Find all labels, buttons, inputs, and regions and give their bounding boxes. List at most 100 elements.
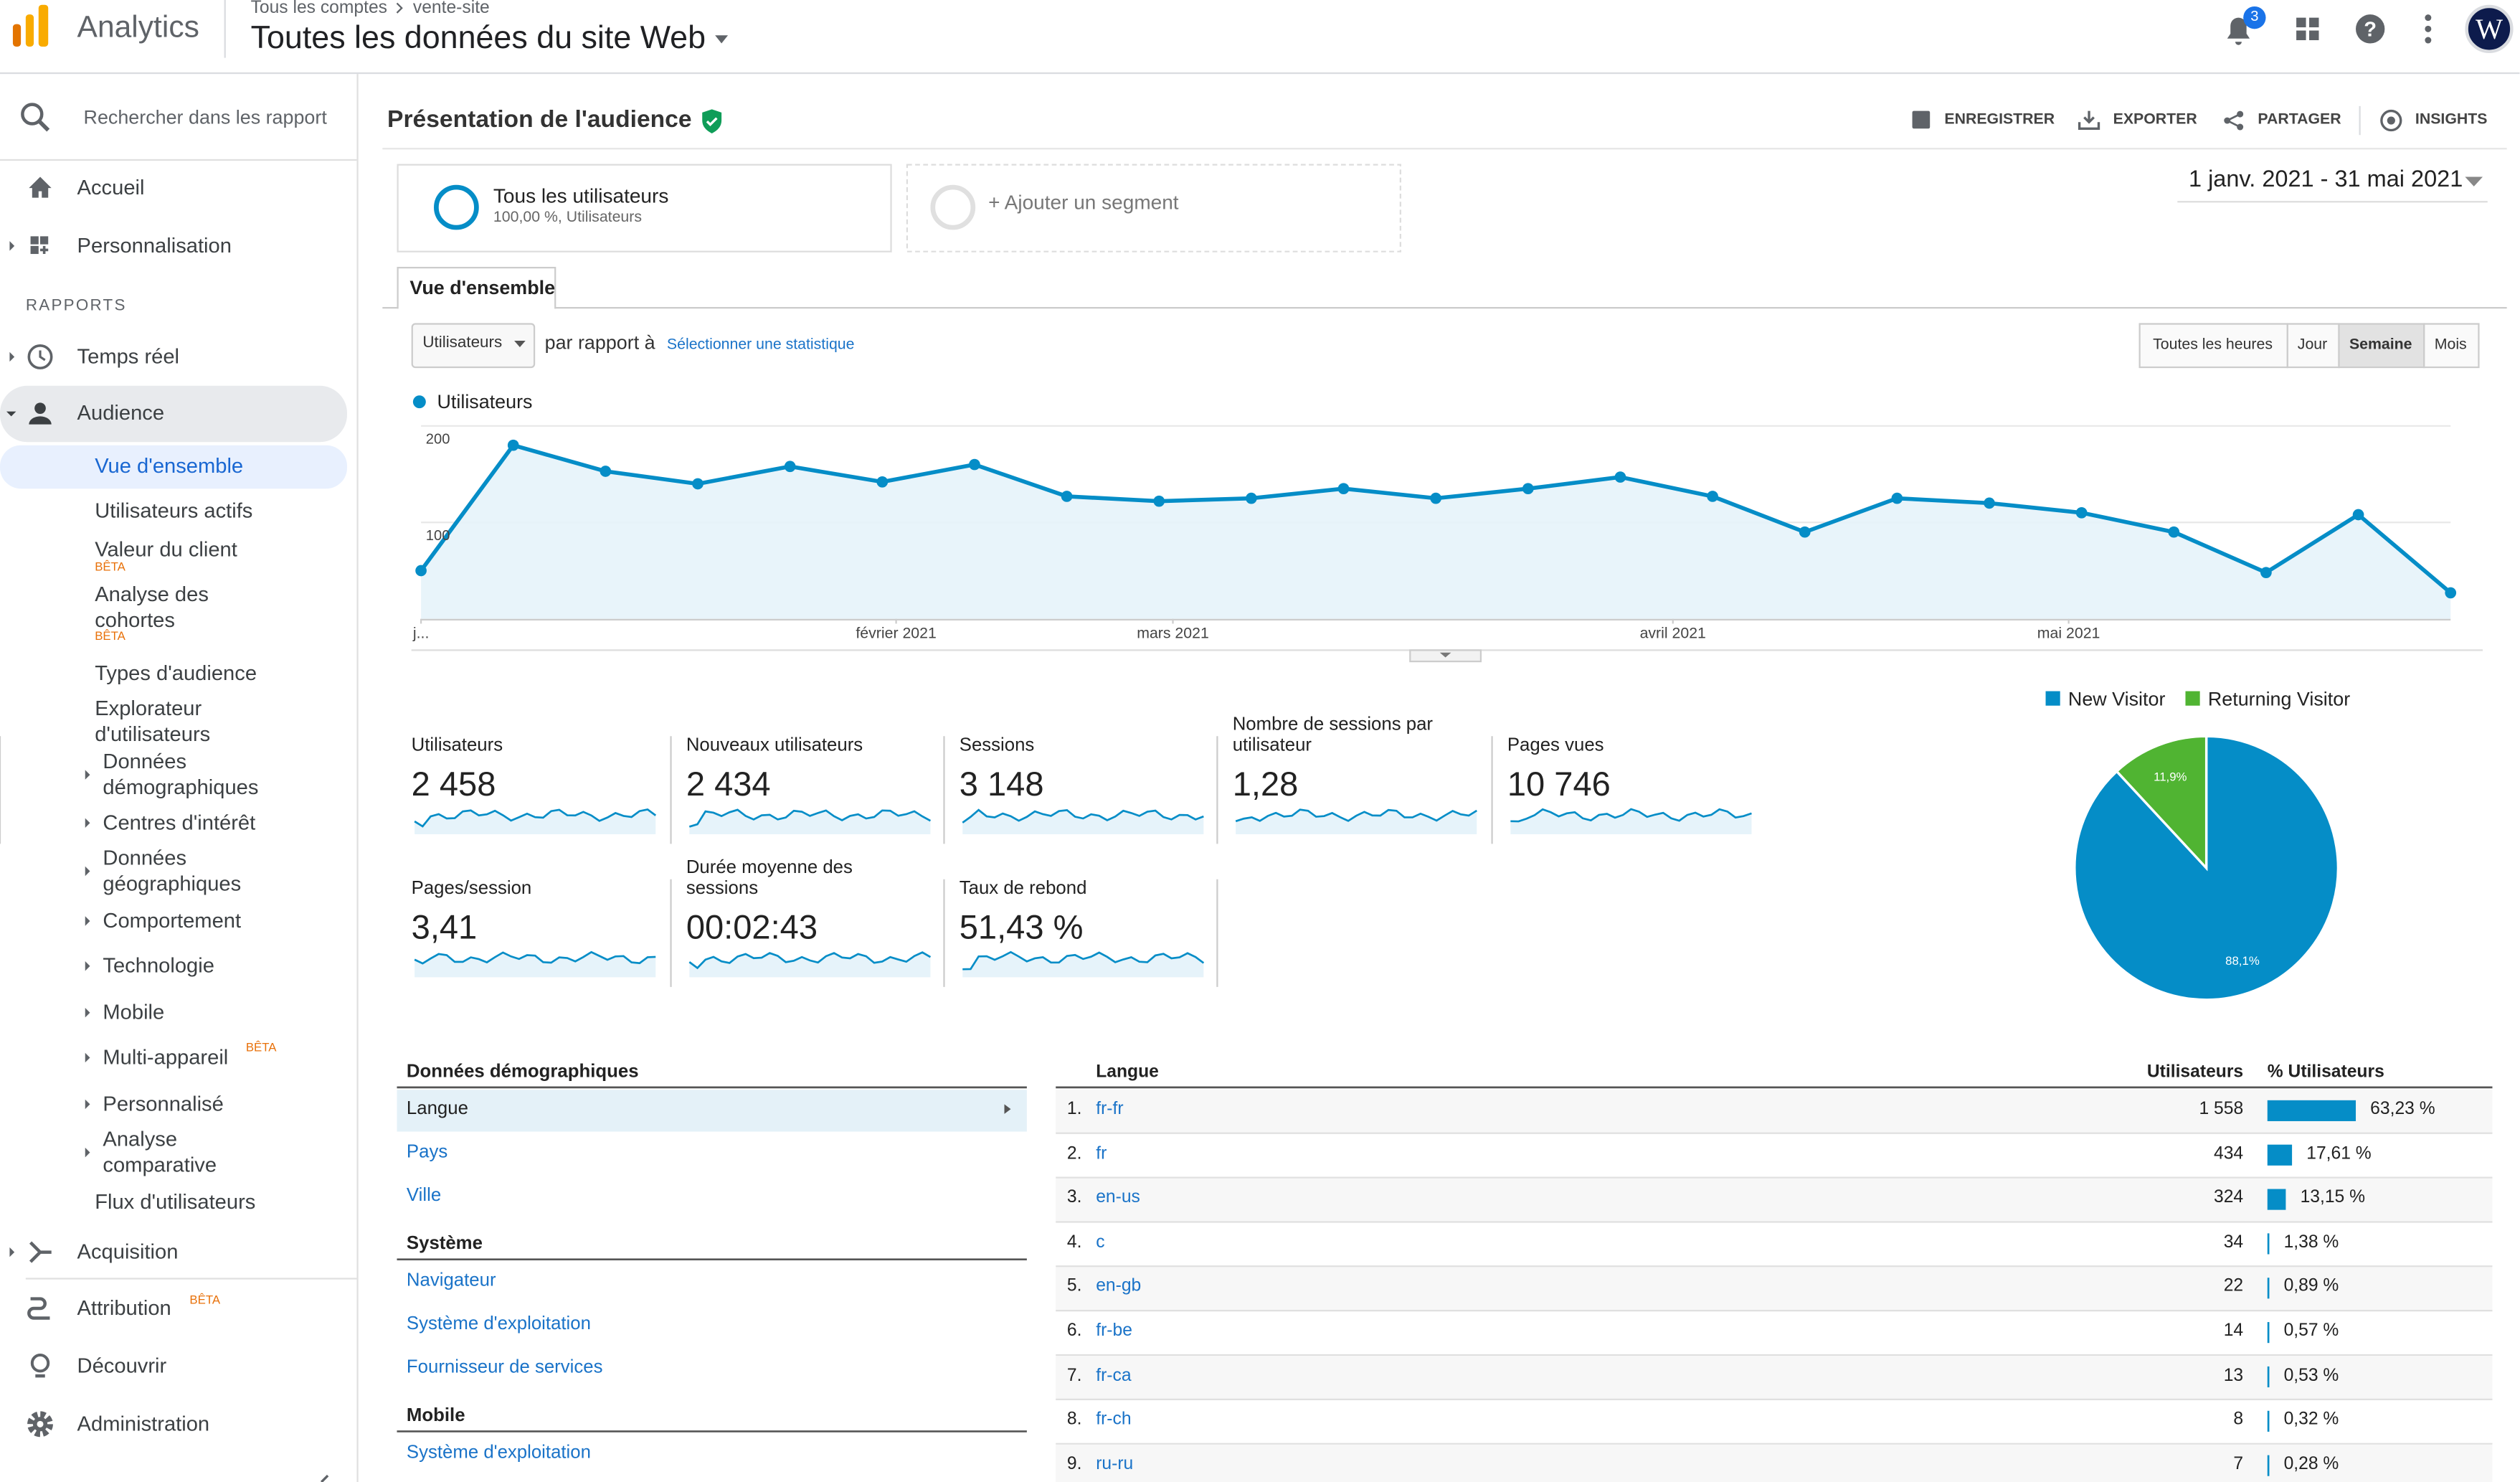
data-point[interactable] [1337,483,1350,495]
data-point[interactable] [969,458,980,471]
legend-label[interactable]: New Visitor [2067,688,2166,711]
segment-card[interactable] [397,164,892,252]
nav-item[interactable]: Analyse des cohortes [95,582,209,632]
data-point[interactable] [1799,526,1811,538]
metric-dropdown[interactable] [411,323,536,369]
nav-item[interactable]: Vue d'ensemble [95,453,244,478]
data-point[interactable] [1153,495,1165,507]
notification-count: 3 [2250,8,2259,24]
add-segment[interactable] [906,164,1401,252]
data-point[interactable] [1614,471,1626,483]
tab[interactable] [397,266,556,309]
add-segment-label[interactable]: + Ajouter un segment [988,191,1179,214]
dimension-link[interactable]: Pays [406,1143,448,1163]
dimension-link[interactable]: Fournisseur de services [406,1358,603,1378]
dimension-link[interactable]: Ville [406,1186,442,1206]
language-link[interactable]: c [1096,1232,1105,1252]
nav-item[interactable]: Accueil [77,175,145,199]
language-link[interactable]: ru-ru [1096,1454,1134,1474]
expand-arrow [6,411,16,417]
apps-icon[interactable] [2296,30,2306,41]
apps-icon[interactable] [2309,17,2319,28]
nav-item[interactable]: Temps réel [77,344,180,369]
data-point[interactable] [2075,506,2088,519]
data-point[interactable] [1707,491,1718,502]
avatar[interactable] [2465,4,2514,53]
more-icon[interactable] [2425,14,2432,22]
bell-icon[interactable] [2227,17,2250,45]
nav-item[interactable]: Audience [77,400,165,425]
help-icon[interactable] [2356,14,2385,44]
language-link[interactable]: fr [1096,1143,1107,1164]
data-point[interactable] [1061,491,1073,502]
breadcrumb[interactable]: vente-site [412,0,490,18]
language-link[interactable]: fr-be [1096,1321,1132,1341]
apps-icon[interactable] [2309,30,2319,41]
language-link[interactable]: fr-ca [1096,1365,1132,1385]
nav-item[interactable]: Explorateur d'utilisateurs [95,696,211,746]
legend-label[interactable]: Returning Visitor [2207,688,2351,711]
nav-item[interactable]: Acquisition [77,1239,179,1264]
nav-item[interactable]: Comportement [103,908,242,933]
tab-label[interactable]: Vue d'ensemble [409,276,556,299]
granularity-button[interactable] [2286,323,2340,369]
breadcrumb[interactable]: Tous les comptes [250,0,387,18]
compare-link[interactable]: Sélectionner une statistique [666,336,855,354]
data-point[interactable] [2352,509,2364,521]
action-button[interactable]: PARTAGER [2258,110,2341,129]
more-icon[interactable] [2425,37,2432,44]
granularity-button[interactable] [2138,323,2288,369]
nav-item[interactable]: Flux d'utilisateurs [95,1189,256,1214]
dimension-link[interactable]: Système d'exploitation [406,1443,591,1463]
language-link[interactable]: en-us [1096,1188,1140,1208]
nav-item[interactable]: Attribution [77,1295,171,1320]
nav-item[interactable]: Types d'audience [95,660,257,685]
language-link[interactable]: fr-fr [1096,1099,1124,1119]
nav-item[interactable]: Analyse comparative [103,1126,217,1177]
nav-item[interactable]: Personnalisé [103,1091,224,1116]
nav-item[interactable]: Administration [77,1411,210,1436]
data-point[interactable] [1891,492,1903,504]
nav-item[interactable]: Centres d'intérêt [103,810,256,834]
data-point[interactable] [1984,497,1995,509]
data-point[interactable] [1246,492,1257,504]
nav-item[interactable]: Multi-appareil [103,1044,229,1070]
property-selector[interactable]: Toutes les données du site Web [250,21,706,57]
nav-item[interactable]: Technologie [103,953,214,978]
nav-item[interactable]: Valeur du client [95,537,237,562]
nav-item[interactable]: Utilisateurs actifs [95,498,253,523]
data-point[interactable] [2168,526,2180,538]
data-point[interactable] [2260,567,2272,579]
data-point[interactable] [2445,587,2457,599]
nav-item[interactable]: Personnalisation [77,232,232,258]
data-point[interactable] [784,461,796,473]
granularity-button[interactable] [2338,323,2425,369]
dimension-link[interactable]: Système d'exploitation [406,1314,591,1334]
nav-item[interactable]: Mobile [103,999,165,1024]
action-button[interactable]: ENREGISTRER [1944,110,2055,129]
action-button[interactable]: EXPORTER [2113,110,2197,129]
data-point[interactable] [507,439,519,451]
nav-item[interactable]: Découvrir [77,1353,167,1378]
apps-icon[interactable] [2296,17,2306,28]
dimension-link[interactable]: Navigateur [406,1271,496,1291]
data-point[interactable] [415,565,427,577]
data-point[interactable] [1522,483,1534,495]
data-point[interactable] [1430,492,1441,504]
action-button[interactable]: INSIGHTS [2415,110,2488,129]
data-point[interactable] [600,466,612,477]
language-link[interactable]: en-gb [1096,1277,1142,1296]
data-point[interactable] [876,476,889,488]
pie-slice[interactable] [2115,735,2208,872]
search-input[interactable]: Rechercher dans les rapport [83,105,327,129]
date-range[interactable]: 1 janv. 2021 - 31 mai 2021 [2188,167,2463,193]
dimension-link[interactable]: Langue [406,1099,468,1119]
x-tick-label: avril 2021 [1639,625,1706,643]
kpi-label: Pages/session [411,879,532,899]
more-icon[interactable] [2425,25,2432,32]
nav-item[interactable]: Données démographiques [103,749,259,799]
granularity-button[interactable] [2423,323,2480,369]
language-link[interactable]: fr-ch [1096,1410,1132,1430]
data-point[interactable] [692,478,704,490]
nav-item[interactable]: Données géographiques [103,845,242,896]
